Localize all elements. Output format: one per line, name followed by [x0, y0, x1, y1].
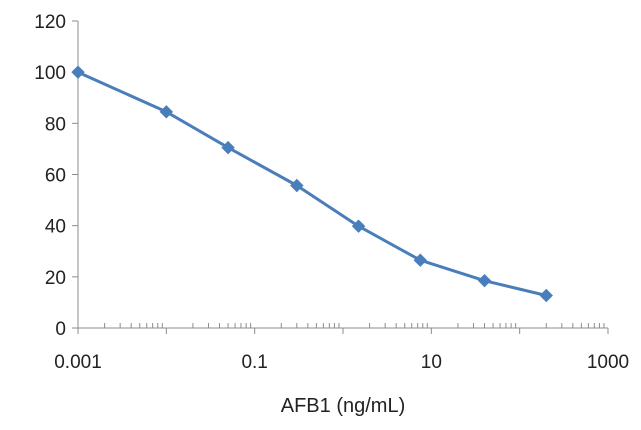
y-tick-label: 100	[34, 63, 66, 84]
series-layer	[71, 65, 553, 303]
y-tick-label: 120	[34, 12, 66, 33]
data-point-marker	[290, 178, 304, 193]
data-point-marker	[71, 65, 85, 79]
labels: AFB1 (ng/mL)	[281, 395, 405, 417]
x-tick-label: 0.001	[54, 352, 102, 373]
x-tick-label: 10	[421, 352, 442, 373]
series-line	[76, 70, 548, 297]
x-tick-label: 0.1	[241, 352, 267, 373]
data-point-marker	[159, 105, 174, 119]
y-tick-label: 40	[45, 217, 66, 238]
axes: 0 20 40 60 80 100 120 0.001 0.1 10 1000	[34, 12, 629, 373]
data-point-marker	[539, 288, 553, 303]
y-tick-label: 0	[55, 319, 66, 340]
y-tick-label: 80	[45, 114, 66, 135]
y-tick-label: 60	[45, 166, 66, 187]
data-point-marker	[413, 253, 428, 267]
data-point-marker	[351, 219, 366, 233]
x-tick-label: 1000	[587, 352, 629, 373]
data-point-marker	[477, 273, 492, 288]
data-point-marker	[221, 140, 235, 155]
y-tick-label: 20	[45, 268, 66, 289]
x-axis-title: AFB1 (ng/mL)	[281, 395, 405, 417]
